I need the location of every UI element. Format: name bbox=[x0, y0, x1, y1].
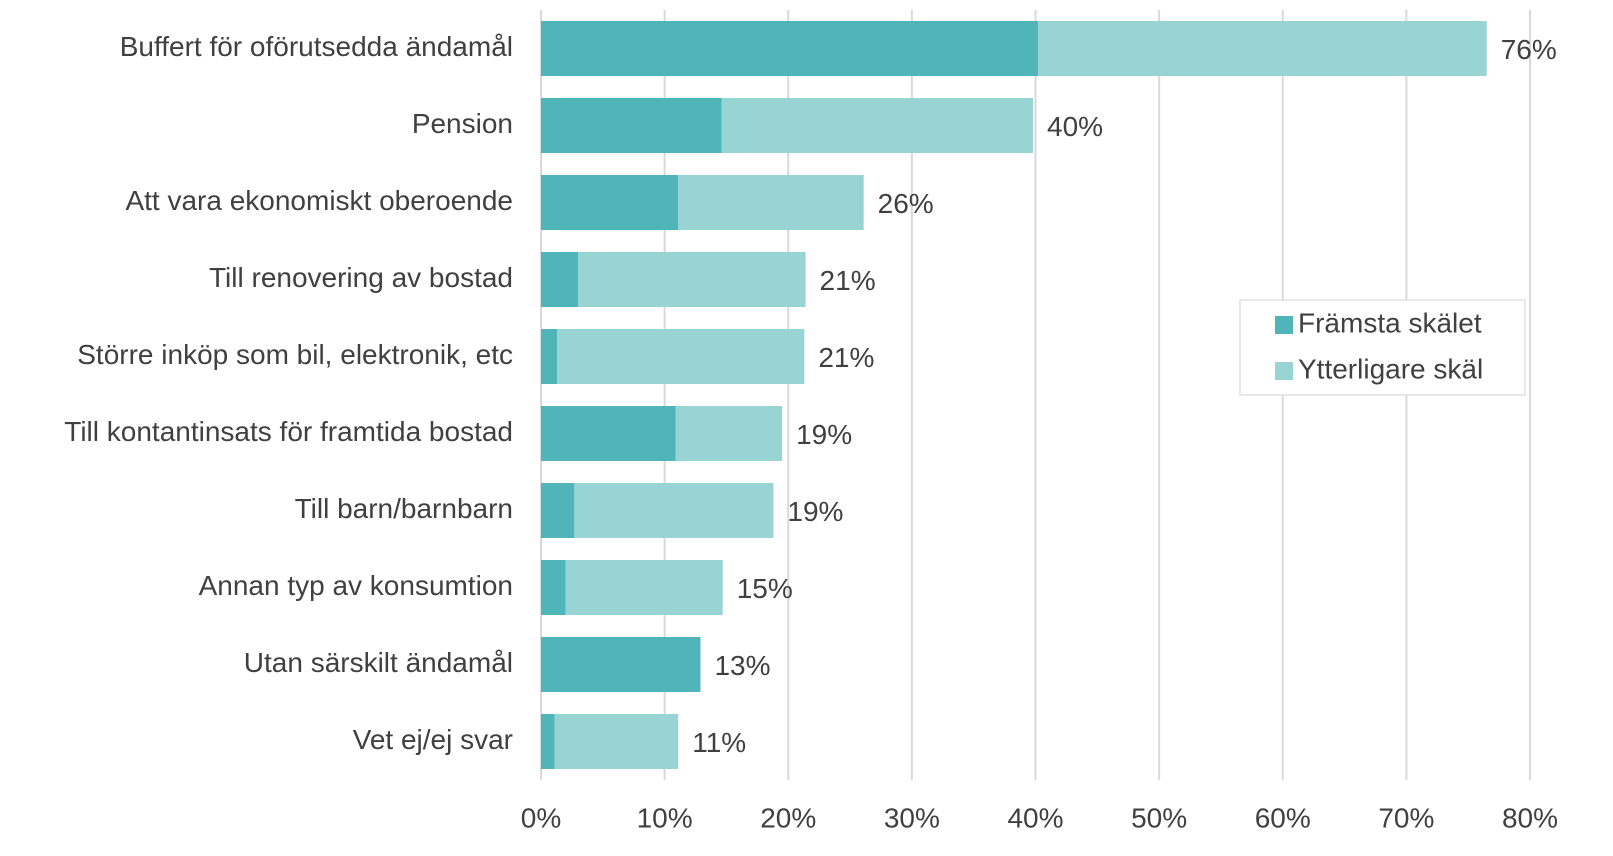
legend-label: Främsta skälet bbox=[1298, 307, 1482, 338]
total-label: 40% bbox=[1047, 111, 1103, 142]
bar-segment bbox=[541, 406, 676, 461]
bar-segment bbox=[541, 483, 575, 538]
bar-segment bbox=[678, 175, 864, 230]
category-label: Till renovering av bostad bbox=[209, 262, 513, 293]
bar-segment bbox=[541, 637, 701, 692]
total-label: 19% bbox=[796, 419, 852, 450]
bar-segment bbox=[578, 252, 806, 307]
x-tick-label: 50% bbox=[1131, 802, 1187, 833]
category-label: Buffert för oförutsedda ändamål bbox=[120, 31, 513, 62]
total-label: 11% bbox=[692, 727, 746, 758]
x-tick-label: 0% bbox=[521, 802, 561, 833]
category-label: Större inköp som bil, elektronik, etc bbox=[77, 339, 513, 370]
legend-swatch bbox=[1275, 362, 1293, 380]
bar-segment bbox=[574, 483, 774, 538]
total-label: 26% bbox=[878, 188, 934, 219]
bar-segment bbox=[541, 560, 566, 615]
category-label: Annan typ av konsumtion bbox=[199, 570, 513, 601]
x-tick-label: 80% bbox=[1502, 802, 1558, 833]
x-tick-label: 40% bbox=[1007, 802, 1063, 833]
total-label: 21% bbox=[818, 342, 874, 373]
bar-segment bbox=[565, 560, 723, 615]
bar-segment bbox=[557, 329, 805, 384]
bar-segment bbox=[541, 252, 579, 307]
bar-segment bbox=[541, 21, 1038, 76]
total-label: 76% bbox=[1501, 34, 1557, 65]
x-tick-label: 20% bbox=[760, 802, 816, 833]
x-tick-label: 60% bbox=[1255, 802, 1311, 833]
legend-swatch bbox=[1275, 316, 1293, 334]
x-tick-label: 10% bbox=[637, 802, 693, 833]
legend-label: Ytterligare skäl bbox=[1298, 353, 1483, 384]
category-label: Till kontantinsats för framtida bostad bbox=[64, 416, 513, 447]
x-tick-label: 30% bbox=[884, 802, 940, 833]
bar-segment bbox=[675, 406, 783, 461]
category-label: Till barn/barnbarn bbox=[295, 493, 513, 524]
total-label: 13% bbox=[714, 650, 770, 681]
category-label: Vet ej/ej svar bbox=[353, 724, 513, 755]
category-label: Att vara ekonomiskt oberoende bbox=[125, 185, 513, 216]
total-label: 21% bbox=[820, 265, 876, 296]
bar-segment bbox=[541, 98, 722, 153]
bar-segment bbox=[541, 175, 679, 230]
category-label: Pension bbox=[412, 108, 513, 139]
x-tick-label: 70% bbox=[1378, 802, 1434, 833]
total-label: 15% bbox=[737, 573, 793, 604]
bar-segment bbox=[1037, 21, 1487, 76]
total-label: 19% bbox=[787, 496, 843, 527]
bar-segment bbox=[721, 98, 1034, 153]
bar-segment bbox=[541, 714, 555, 769]
category-label: Utan särskilt ändamål bbox=[244, 647, 513, 678]
bar-segment bbox=[554, 714, 679, 769]
bar-segment bbox=[541, 329, 558, 384]
